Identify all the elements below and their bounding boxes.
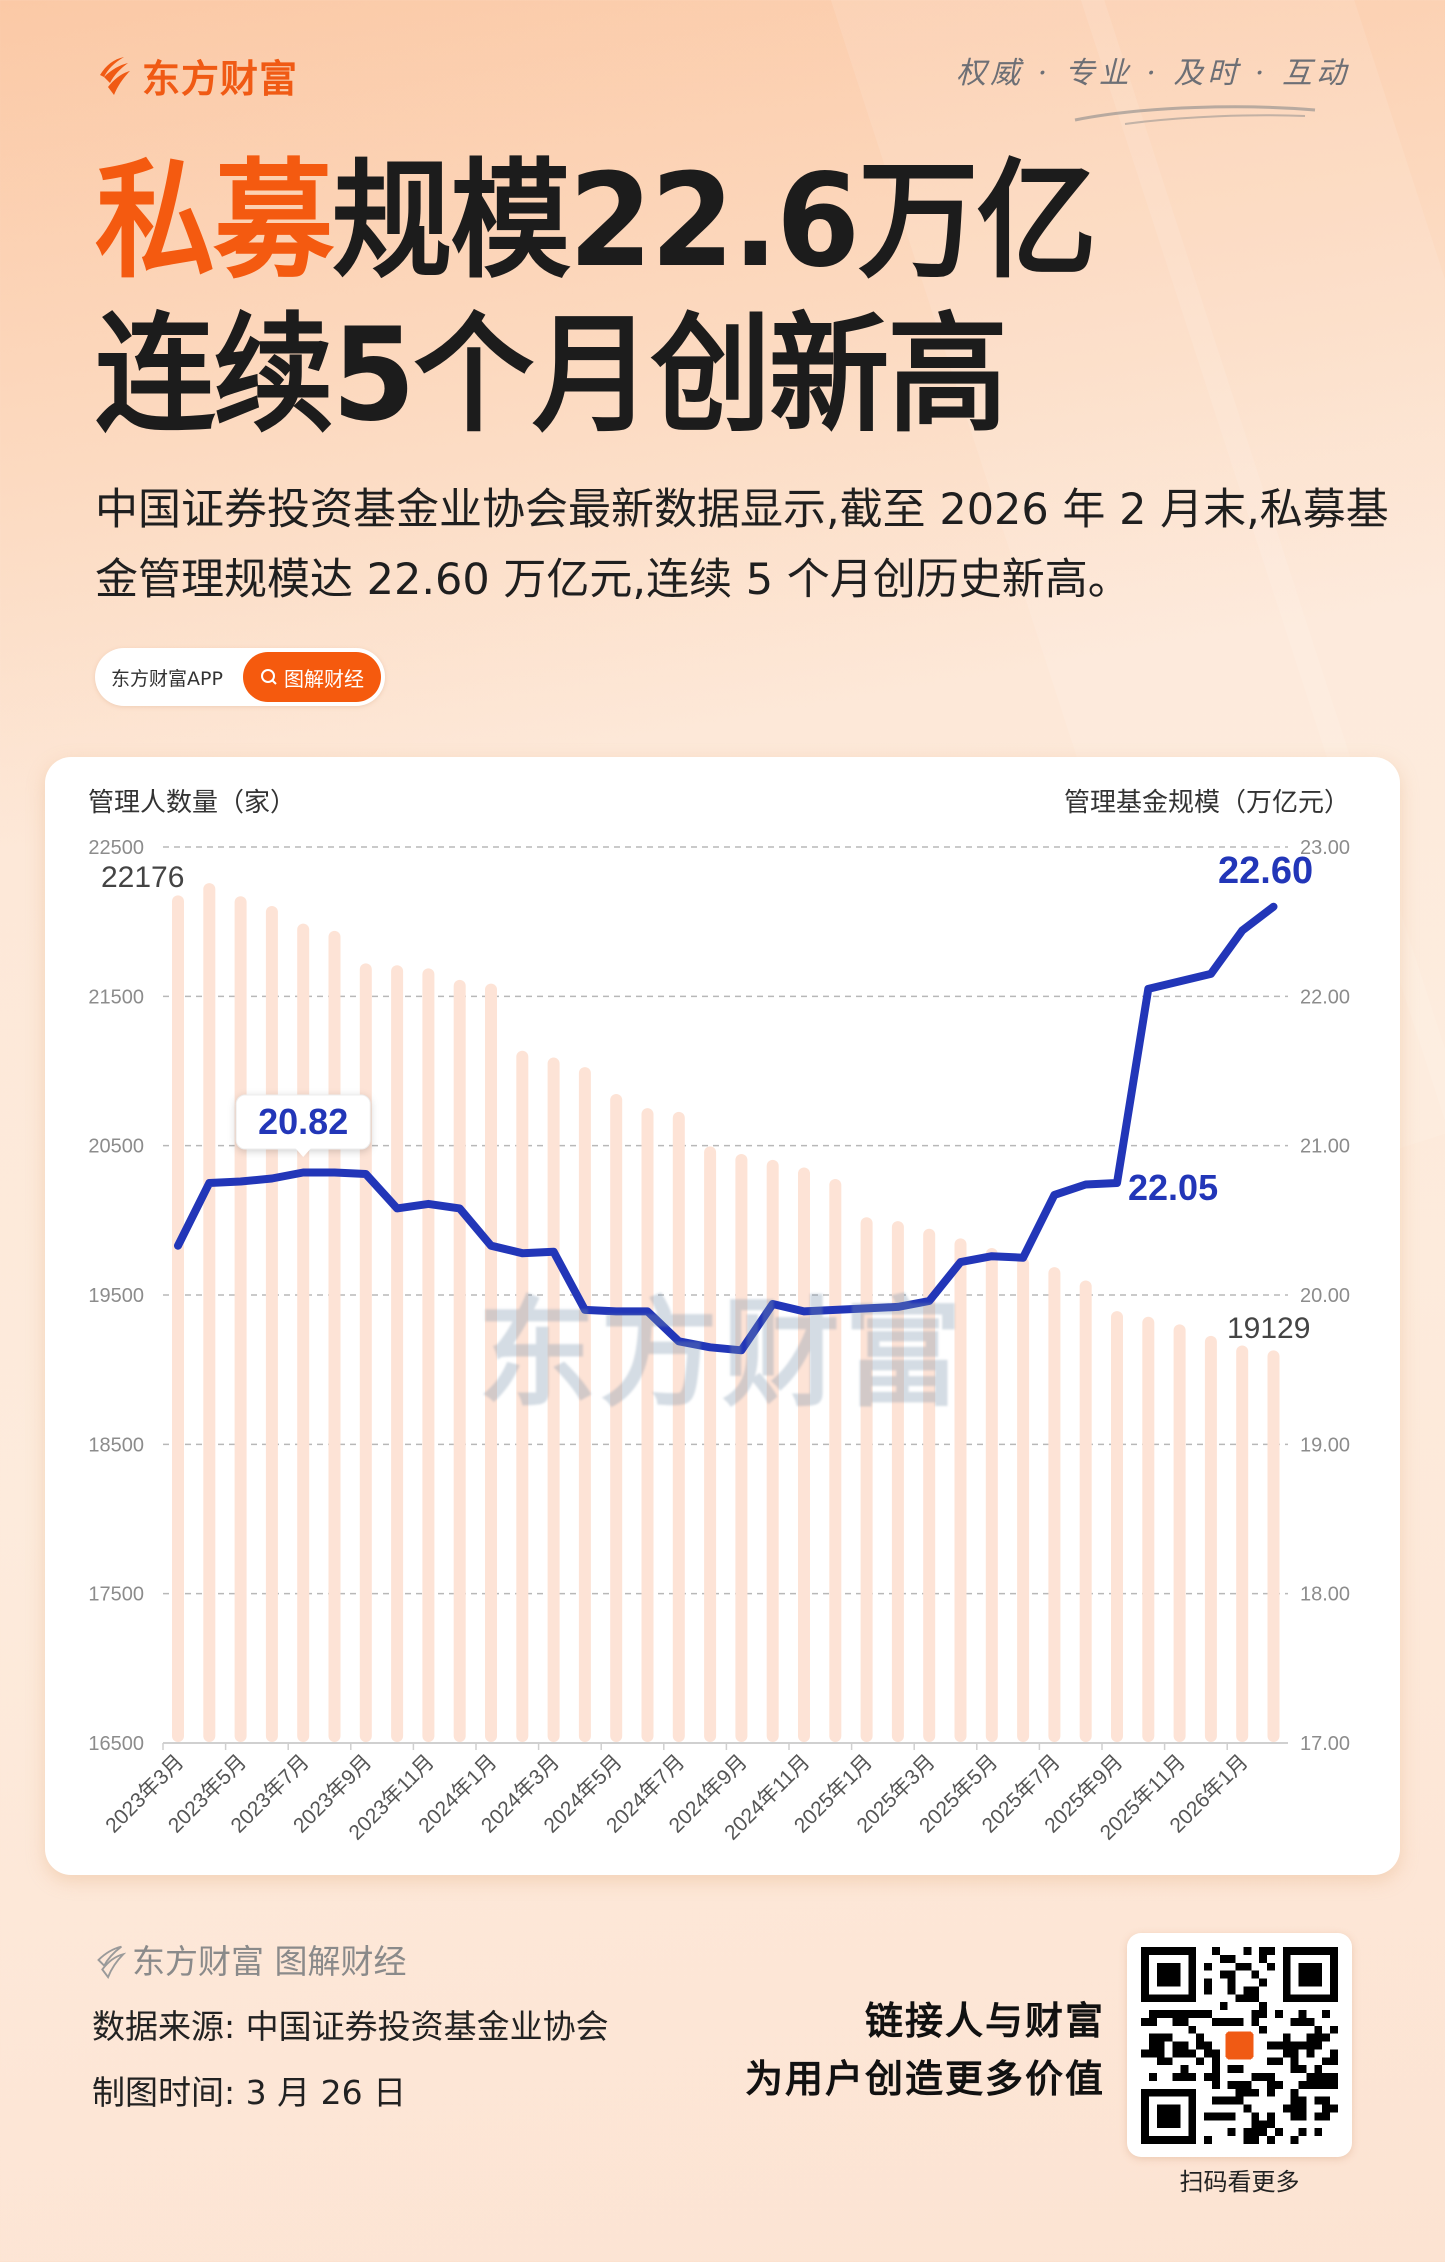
brand-name: 东方财富 [142,57,299,101]
data-source: 数据来源: 中国证券投资基金业协会 [92,2007,609,2046]
slogan: 权威 · 专业 · 及时 · 互动 [956,56,1350,91]
qr-code-icon [1141,1947,1338,2144]
right-axis-title: 管理基金规模（万亿元） [1063,788,1350,818]
eastmoney-logo-icon [97,1945,126,1979]
tagline-1: 链接人与财富 [864,1999,1105,2043]
eastmoney-logo-icon [100,56,130,95]
headline-rest: 规模22.6万亿 [331,147,1097,296]
summary-text: 中国证券投资基金业协会最新数据显示,截至 2026 年 2 月末,私募基金管理规… [95,485,1389,605]
left-axis-title: 管理人数量（家） [88,788,297,818]
app-name-label: 东方财富APP [111,667,223,690]
footer-brand: 东方财富 图解财经 [92,1935,407,1983]
footer-brand-label: 东方财富 图解财经 [132,1942,407,1981]
qr-caption: 扫码看更多 [1179,2168,1300,2196]
search-button-label: 图解财经 [284,666,364,691]
headline-line-2: 连续5个月创新高 [95,301,1008,450]
app-tag-pill[interactable]: 东方财富APP 图解财经 [95,648,385,706]
tagline-2: 为用户创造更多价值 [744,2057,1105,2101]
brand-logo: 东方财富 [98,48,298,103]
headline-highlight: 私募 [95,147,334,296]
brush-stroke-icon [1074,105,1316,125]
search-infographic-button[interactable]: 图解财经 [243,652,381,702]
qr-code[interactable] [1127,1933,1352,2157]
chart-date: 制图时间: 3 月 26 日 [92,2073,407,2112]
chart-card [45,757,1400,1875]
search-icon [261,669,277,685]
headline-line-1: 私募规模22.6万亿 [95,158,1097,286]
